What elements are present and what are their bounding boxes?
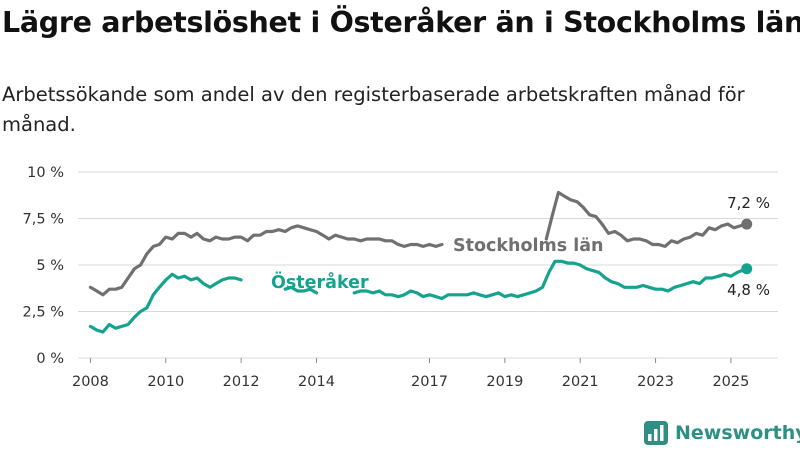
series-line <box>283 285 319 295</box>
x-tick-label: 2023 <box>637 374 674 390</box>
y-tick-label: 10 % <box>27 165 64 181</box>
x-tick-label: 2025 <box>712 374 749 390</box>
x-tick-label: 2017 <box>411 374 448 390</box>
x-tick-label: 2014 <box>298 374 335 390</box>
axis-ticks: 0 % 2,5 % 5 % 7,5 % 10 % 2008 2010 2012 2014 2017… <box>23 165 750 390</box>
series-label-osteraker: Österåker <box>271 271 369 293</box>
page-subtitle: Arbetssökande som andel av den registerb… <box>2 83 745 136</box>
y-tick-label: 0 % <box>36 351 64 367</box>
y-tick-label: 2,5 % <box>23 305 64 321</box>
series-line <box>544 190 749 248</box>
series-labels: Stockholms län Österåker 7,2 % 4,8 % <box>271 194 770 299</box>
page-title: Lägre arbetslöshet i Österåker än i Stoc… <box>2 6 800 39</box>
x-tick-label: 2012 <box>223 374 260 390</box>
series-lines <box>88 190 753 334</box>
brand-name: Newsworthy <box>675 422 800 444</box>
series-end-point <box>741 263 753 275</box>
series-end-point <box>741 218 753 230</box>
grid-lines <box>78 171 778 359</box>
x-tick-label: 2008 <box>72 374 109 390</box>
end-value-stockholm: 7,2 % <box>727 194 770 212</box>
end-value-osteraker: 4,8 % <box>727 281 770 299</box>
x-tick-label: 2019 <box>486 374 523 390</box>
series-line <box>352 259 749 301</box>
series-line <box>88 272 243 334</box>
line-chart: 0 % 2,5 % 5 % 7,5 % 10 % 2008 2010 2012 2014 2017… <box>23 165 778 390</box>
x-tick-label: 2021 <box>562 374 599 390</box>
y-tick-label: 5 % <box>36 258 64 274</box>
series-line <box>88 224 444 297</box>
newsworthy-logo: Newsworthy <box>644 418 800 448</box>
y-tick-label: 7,5 % <box>23 212 64 228</box>
series-label-stockholm: Stockholms län <box>453 236 604 256</box>
bar-chart-icon <box>644 421 668 445</box>
x-tick-label: 2010 <box>147 374 184 390</box>
